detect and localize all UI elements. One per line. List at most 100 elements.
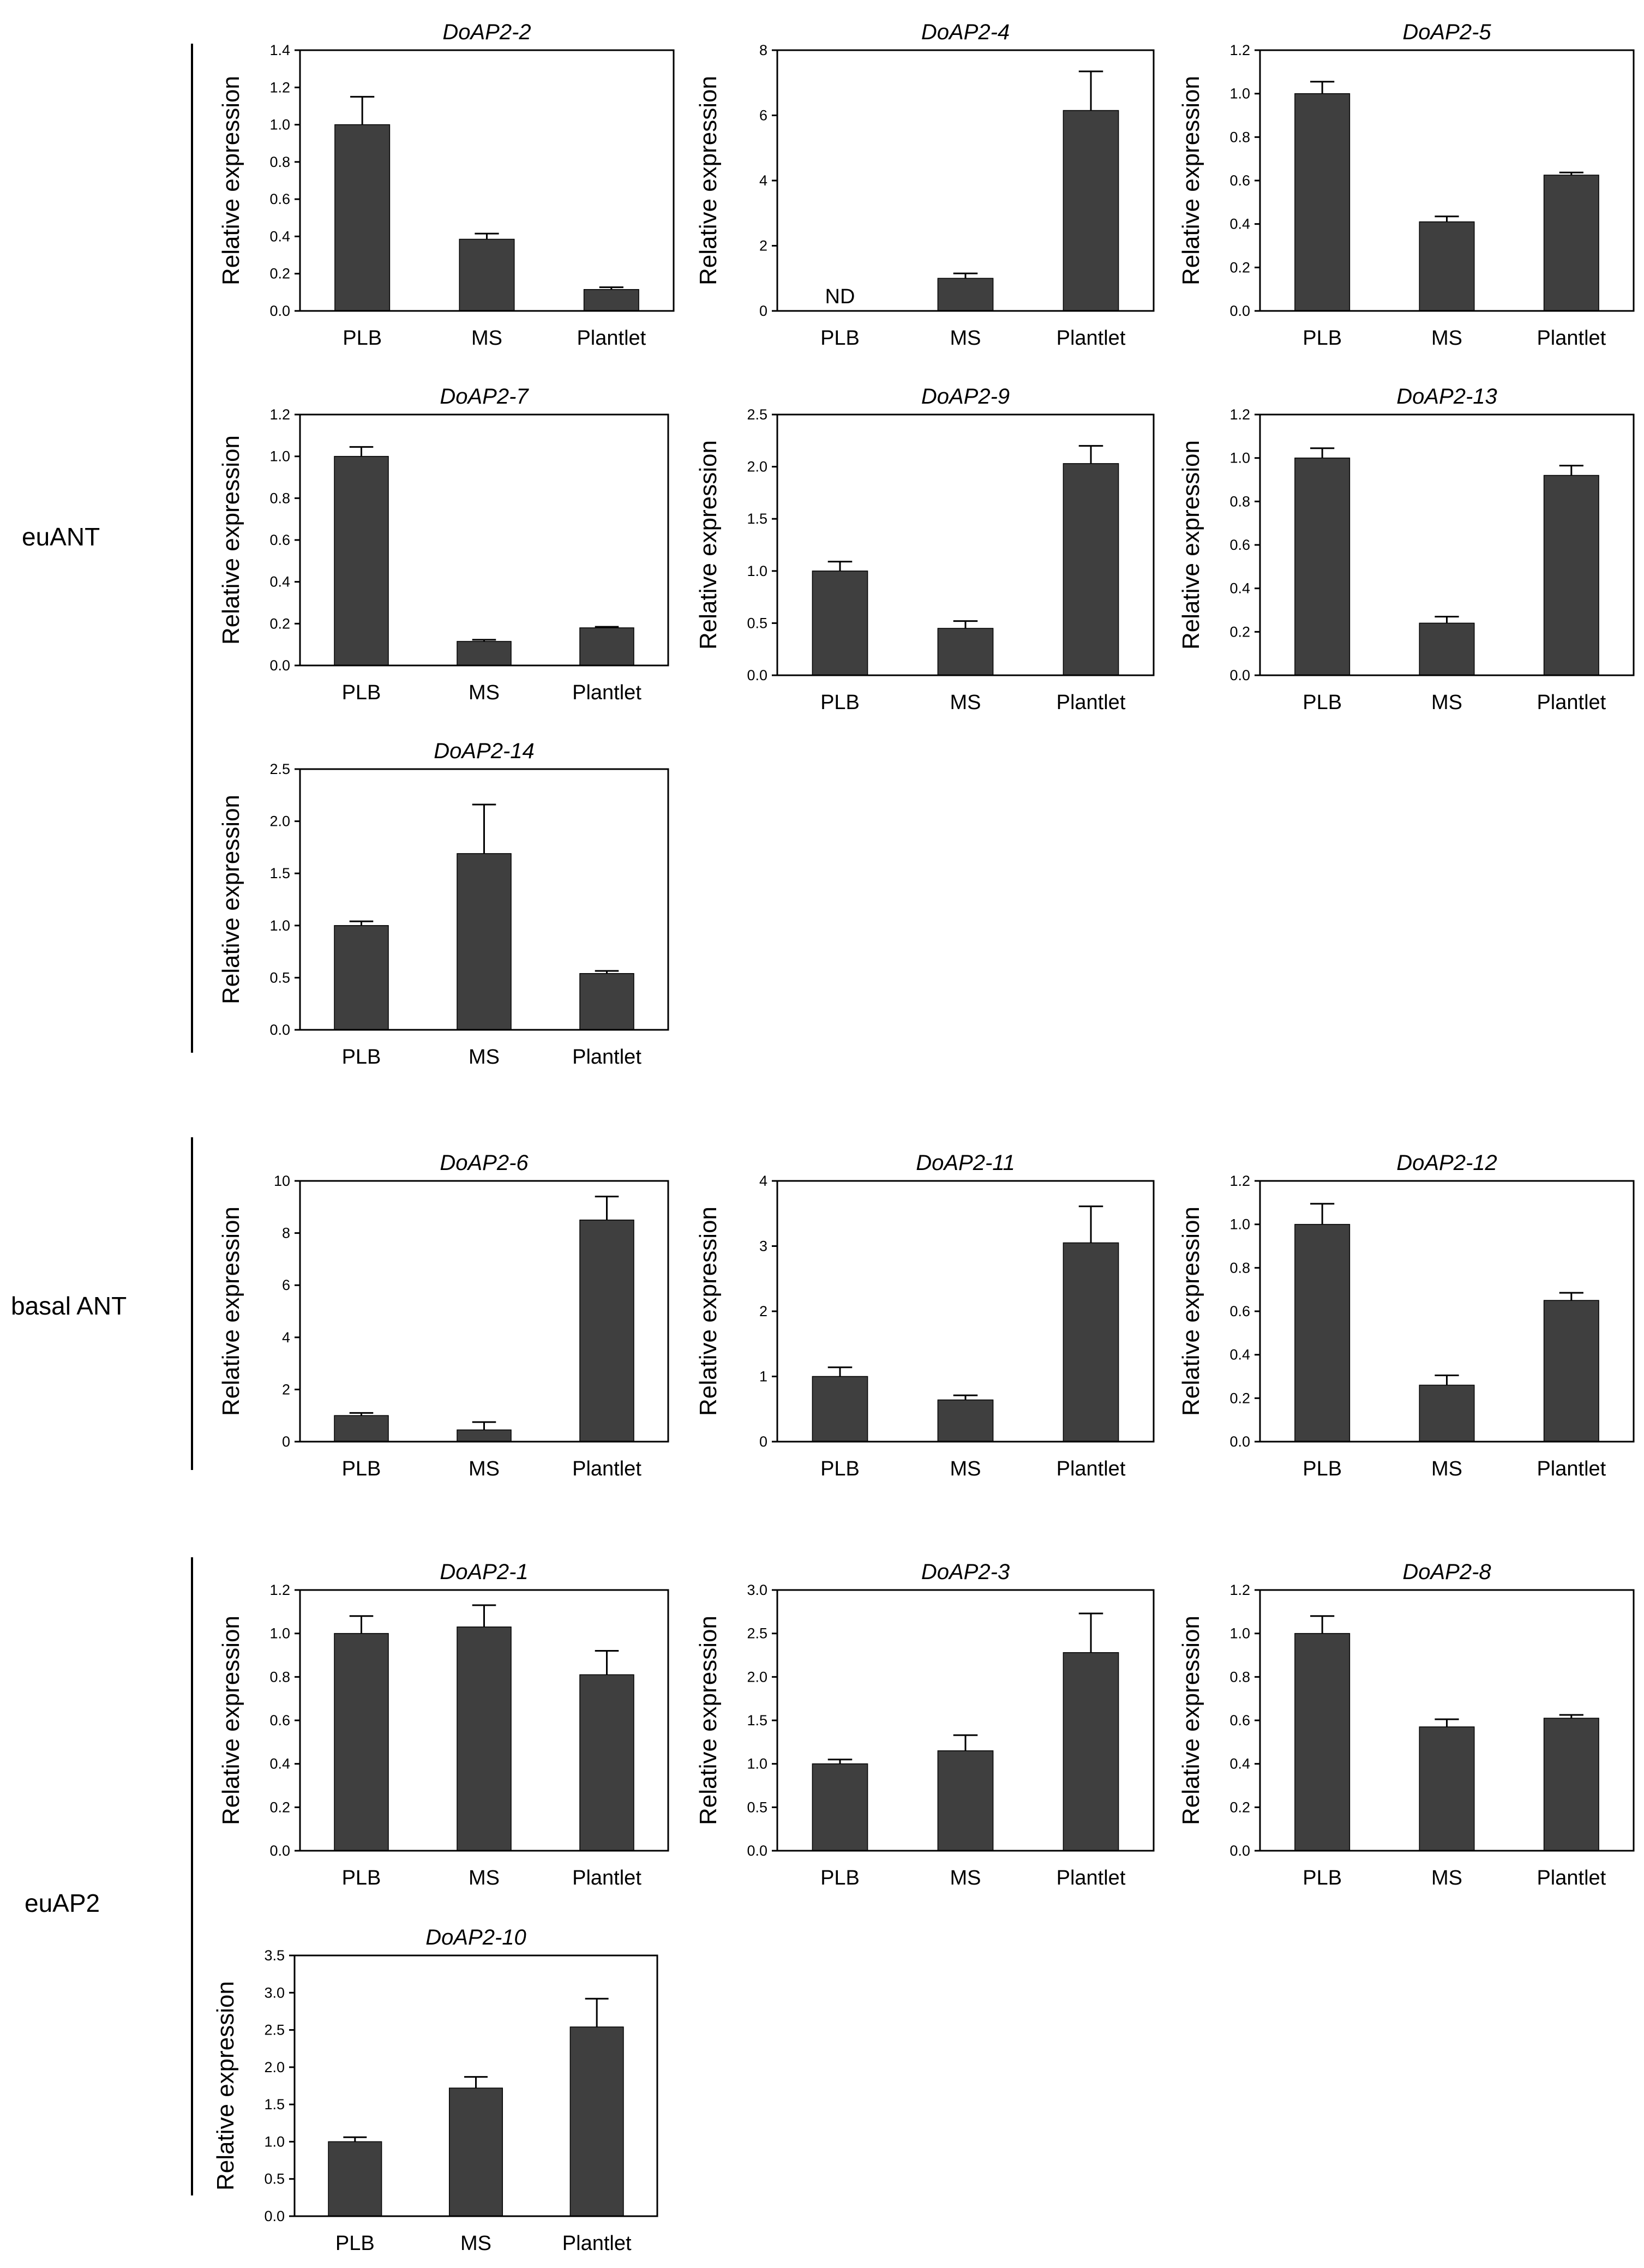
x-tick-label: PLB xyxy=(342,1457,381,1480)
chart-panel: DoAP2-4 Relative expression 0 2 4 6 8 ND PLB MS Pl… xyxy=(695,20,1155,350)
plot-frame xyxy=(293,1954,658,2217)
chart-panel: DoAP2-7 Relative expression 0.0 0.2 0.4 0.6 0.… xyxy=(218,385,669,704)
x-tick-label: Plantlet xyxy=(1057,327,1126,350)
plot-frame xyxy=(1259,49,1635,312)
y-tick-label: 0.8 xyxy=(269,1669,290,1685)
x-tick-label: PLB xyxy=(343,327,382,350)
x-tick-label: Plantlet xyxy=(562,2232,632,2255)
x-tick-label: MS xyxy=(469,1457,500,1480)
y-tick-label: 6 xyxy=(282,1277,290,1293)
x-tick-label: Plantlet xyxy=(1057,1457,1126,1480)
bar-ms xyxy=(937,278,994,311)
bar-ms xyxy=(448,2087,503,2217)
y-tick-label: 8 xyxy=(759,42,767,58)
chart-panel: DoAP2-3 Relative expression 0.0 0.5 1.0 1.5 2.… xyxy=(695,1560,1155,1889)
bar-ms xyxy=(937,1399,994,1442)
y-tick-label: 0.2 xyxy=(269,615,290,632)
panel-title: DoAP2-4 xyxy=(921,20,1010,44)
plot-frame xyxy=(1259,413,1635,676)
plot-frame xyxy=(299,768,669,1031)
y-tick-label: 1.0 xyxy=(269,917,290,934)
y-tick-label: 1.5 xyxy=(264,2096,285,2113)
y-tick-label: 0.2 xyxy=(1229,1390,1250,1406)
y-tick-label: 1.0 xyxy=(747,1756,767,1772)
group-label-basal-ant: basal ANT xyxy=(11,1292,127,1320)
y-tick-label: 0.4 xyxy=(269,1756,290,1772)
x-tick-label: PLB xyxy=(820,1457,860,1480)
bar-plantlet xyxy=(579,1219,634,1442)
chart-panel: DoAP2-11 Relative expression 0 1 2 3 4 PLB MS Pla… xyxy=(695,1151,1155,1480)
y-tick-label: 1.0 xyxy=(747,563,767,579)
x-tick-label: MS xyxy=(469,1867,500,1889)
bar-plb xyxy=(334,455,389,666)
bar-plb xyxy=(812,1376,868,1442)
bar-plantlet xyxy=(1543,475,1599,676)
y-tick-label: 0.0 xyxy=(747,667,767,683)
bar-plantlet xyxy=(569,2026,624,2217)
y-tick-label: 8 xyxy=(282,1225,290,1241)
y-tick-label: 0.8 xyxy=(269,154,290,170)
y-tick-label: 1.0 xyxy=(1229,1625,1250,1642)
y-tick-label: 0.5 xyxy=(269,969,290,986)
y-tick-label: 0.8 xyxy=(1229,129,1250,145)
y-tick-label: 0.6 xyxy=(1229,537,1250,553)
x-tick-label: Plantlet xyxy=(1537,1867,1606,1889)
y-axis-label: Relative expression xyxy=(218,1616,244,1825)
chart-panel: DoAP2-2 Relative expression 0.0 0.2 0.4 0.6 0.… xyxy=(218,20,675,350)
group-label-euant: euANT xyxy=(22,523,100,551)
plot-frame xyxy=(1259,1589,1635,1852)
y-axis-label: Relative expression xyxy=(695,1616,722,1825)
y-tick-label: 1.2 xyxy=(1229,406,1250,423)
x-tick-label: Plantlet xyxy=(572,1457,641,1480)
x-tick-label: Plantlet xyxy=(572,1867,641,1889)
bar-plantlet xyxy=(579,627,634,666)
bar-ms xyxy=(937,628,994,676)
bar-plb xyxy=(1294,457,1351,676)
y-tick-label: 0.2 xyxy=(269,1799,290,1815)
y-tick-label: 2.0 xyxy=(747,1669,767,1685)
y-axis-label: Relative expression xyxy=(1178,76,1204,285)
panel-title: DoAP2-6 xyxy=(440,1151,529,1175)
chart-panel: DoAP2-9 Relative expression 0.0 0.5 1.0 1.5 2.… xyxy=(695,385,1155,714)
x-tick-label: MS xyxy=(469,1046,500,1069)
y-tick-label: 0.0 xyxy=(1229,303,1250,319)
x-tick-label: PLB xyxy=(342,1867,381,1889)
y-tick-label: 0.5 xyxy=(264,2171,285,2187)
bar-plb xyxy=(334,1415,389,1442)
bar-plantlet xyxy=(579,1674,634,1851)
bar-ms xyxy=(937,1750,994,1851)
y-axis-label: Relative expression xyxy=(218,795,244,1004)
y-tick-label: 0.2 xyxy=(1229,1799,1250,1815)
x-tick-label: MS xyxy=(950,1867,981,1889)
y-tick-label: 1.0 xyxy=(1229,450,1250,466)
y-tick-label: 1.2 xyxy=(269,79,290,95)
x-tick-label: Plantlet xyxy=(1537,691,1606,714)
y-tick-label: 1.4 xyxy=(269,42,290,58)
bar-ms xyxy=(1419,1726,1475,1851)
x-tick-label: PLB xyxy=(342,681,381,704)
x-tick-label: MS xyxy=(950,1457,981,1480)
y-tick-label: 4 xyxy=(759,172,767,189)
plot-frame xyxy=(299,413,669,667)
y-tick-label: 0.4 xyxy=(1229,1756,1250,1772)
y-tick-label: 6 xyxy=(759,107,767,124)
plot-frame xyxy=(299,1589,669,1852)
y-tick-label: 0.0 xyxy=(269,1843,290,1859)
x-tick-label: MS xyxy=(1431,1867,1462,1889)
panel-title: DoAP2-8 xyxy=(1402,1560,1491,1584)
y-tick-label: 3.0 xyxy=(264,1984,285,2001)
y-tick-label: 1.2 xyxy=(269,1582,290,1598)
x-tick-label: MS xyxy=(1431,327,1462,350)
y-tick-label: 0.8 xyxy=(1229,493,1250,509)
y-tick-label: 0.8 xyxy=(269,490,290,506)
y-tick-label: 0.0 xyxy=(269,657,290,674)
y-axis-label: Relative expression xyxy=(1178,440,1204,650)
panel-title: DoAP2-10 xyxy=(425,1925,526,1949)
chart-panel: DoAP2-14 Relative expression 0.0 0.5 1.0 1.5 2… xyxy=(218,739,669,1069)
panel-title: DoAP2-14 xyxy=(434,739,535,763)
y-axis-label: Relative expression xyxy=(218,435,244,645)
y-axis-label: Relative expression xyxy=(695,1207,722,1416)
y-tick-label: 0.8 xyxy=(1229,1259,1250,1276)
panel-title: DoAP2-12 xyxy=(1396,1151,1497,1175)
